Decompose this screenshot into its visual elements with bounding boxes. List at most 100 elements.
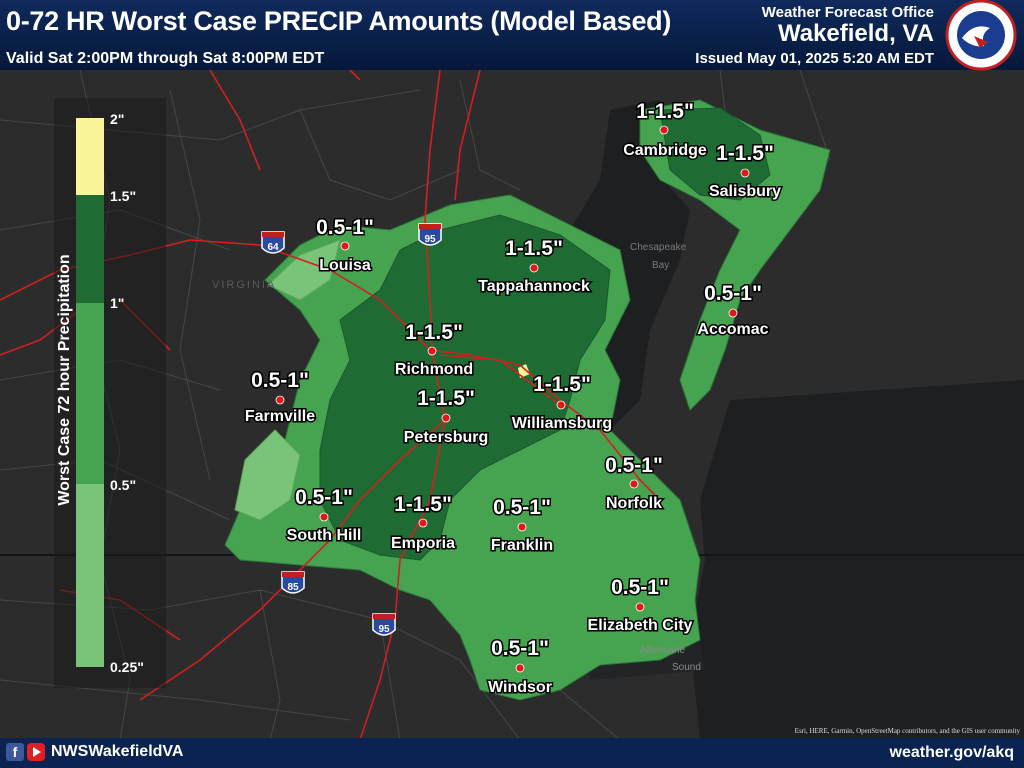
legend-tick: 2" — [110, 111, 124, 127]
city-dot — [319, 512, 329, 522]
city-salisbury: 1-1.5" Salisbury — [707, 141, 782, 202]
svg-text:95: 95 — [378, 624, 390, 635]
issued-time: Issued May 01, 2025 5:20 AM EDT — [695, 50, 934, 67]
city-richmond: 1-1.5" Richmond — [393, 320, 474, 380]
precip-amount-label: 0.5-1" — [316, 216, 374, 239]
wfo-label: Weather Forecast Office — [761, 4, 934, 21]
city-name-label: Elizabeth City — [588, 617, 693, 634]
legend-swatch-0.25-0.5 — [76, 484, 104, 667]
city-louisa: 0.5-1" Louisa — [315, 215, 376, 276]
precip-amount-label: 0.5-1" — [295, 486, 353, 509]
city-dot — [515, 663, 525, 673]
city-name-label: Petersburg — [404, 429, 488, 446]
city-name-label: Emporia — [391, 535, 455, 552]
interstate-shield-95: 95 — [418, 223, 442, 246]
city-emporia: 1-1.5" Emporia — [389, 492, 456, 554]
city-name-label: Richmond — [395, 361, 473, 378]
city-farmville: 0.5-1" Farmville — [243, 368, 316, 427]
city-williamsburg: 1-1.5" Williamsburg — [510, 372, 613, 434]
interstate-shield-64: 64 — [261, 231, 285, 254]
footer-bar: f NWSWakefieldVA weather.gov/akq — [0, 738, 1024, 768]
legend-swatch-1.5-2 — [76, 118, 104, 195]
precip-amount-label: 0.5-1" — [251, 369, 309, 392]
legend-tick: 1" — [110, 295, 124, 311]
city-franklin: 0.5-1" Franklin — [489, 495, 554, 556]
city-tappahannock: 1-1.5" Tappahannock — [477, 236, 592, 297]
city-accomac: 0.5-1" Accomac — [696, 281, 770, 340]
map-attribution: Esri, HERE, Garmin, OpenStreetMap contri… — [794, 727, 1020, 735]
city-dot — [629, 479, 639, 489]
precip-amount-label: 0.5-1" — [493, 496, 551, 519]
svg-text:95: 95 — [424, 234, 436, 245]
city-name-label: Accomac — [697, 321, 768, 338]
facebook-icon[interactable]: f — [6, 743, 24, 761]
interstate-shield-95: 95 — [372, 613, 396, 636]
precip-amount-label: 0.5-1" — [491, 637, 549, 660]
legend-swatch-1-1.5 — [76, 195, 104, 303]
city-name-label: Windsor — [488, 679, 552, 696]
legend-swatch-0.5-1 — [76, 303, 104, 484]
atlantic-ocean — [690, 380, 1024, 740]
city-south-hill: 0.5-1" South Hill — [285, 485, 363, 546]
city-dot — [340, 241, 350, 251]
city-windsor: 0.5-1" Windsor — [487, 636, 554, 698]
legend-tick: 0.25" — [110, 659, 144, 675]
legend: 2" 1.5" 1" 0.5" 0.25" Worst Case 72 hour… — [54, 98, 166, 688]
city-name-label: Cambridge — [623, 142, 707, 159]
city-dot — [441, 413, 451, 423]
nws-logo — [945, 0, 1017, 71]
city-name-label: Williamsburg — [512, 415, 612, 432]
precip-amount-label: 0.5-1" — [704, 282, 762, 305]
office-name: Wakefield, VA — [777, 20, 934, 47]
precip-amount-label: 1-1.5" — [716, 142, 774, 165]
city-dot — [556, 400, 566, 410]
water-label: Albemarle — [640, 645, 685, 656]
city-petersburg: 1-1.5" Petersburg — [402, 386, 489, 448]
precip-area-1-1.5-east — [659, 107, 771, 201]
precip-amount-label: 1-1.5" — [405, 321, 463, 344]
social-handle: NWSWakefieldVA — [51, 743, 184, 760]
social-links[interactable]: f NWSWakefieldVA — [6, 743, 183, 761]
city-dot — [418, 518, 428, 528]
city-elizabeth-city: 0.5-1" Elizabeth City — [586, 575, 694, 636]
city-dot — [740, 168, 750, 178]
city-name-label: Franklin — [491, 537, 553, 554]
water-label: Sound — [672, 662, 701, 673]
precip-amount-label: 1-1.5" — [394, 493, 452, 516]
interstate-shield-85: 85 — [281, 571, 305, 594]
header-bar: 0-72 HR Worst Case PRECIP Amounts (Model… — [0, 0, 1024, 71]
precip-amount-label: 1-1.5" — [636, 100, 694, 123]
city-layer: 1-1.5" Cambridge 1-1.5" Salisbury 0.5-1" Loui… — [243, 99, 782, 698]
precip-amount-label: 0.5-1" — [605, 454, 663, 477]
precip-amount-label: 1-1.5" — [505, 237, 563, 260]
legend-tick: 0.5" — [110, 477, 136, 493]
city-dot — [728, 308, 738, 318]
city-name-label: Norfolk — [606, 495, 662, 512]
state-label: VIRGINIA — [212, 279, 276, 291]
water-label: Bay — [652, 260, 669, 271]
precip-area-1-1.5 — [319, 214, 611, 561]
legend-tick: 1.5" — [110, 188, 136, 204]
website-link[interactable]: weather.gov/akq — [889, 744, 1015, 761]
city-cambridge: 1-1.5" Cambridge — [622, 99, 709, 161]
city-dot — [275, 395, 285, 405]
city-dot — [529, 263, 539, 273]
legend-panel — [54, 98, 166, 688]
water-label: Chesapeake — [630, 242, 687, 253]
city-name-label: Louisa — [319, 257, 371, 274]
precip-amount-label: 1-1.5" — [417, 387, 475, 410]
city-name-label: Farmville — [245, 408, 315, 425]
precip-area-1.5-2 — [518, 364, 530, 378]
precip-amount-label: 1-1.5" — [533, 373, 591, 396]
city-dot — [659, 125, 669, 135]
city-name-label: Tappahannock — [478, 278, 590, 295]
valid-time: Valid Sat 2:00PM through Sat 8:00PM EDT — [6, 50, 325, 67]
svg-text:85: 85 — [287, 582, 299, 593]
city-name-label: South Hill — [287, 527, 362, 544]
youtube-icon[interactable] — [27, 743, 45, 761]
precip-area-0.25-0.5 — [267, 239, 341, 301]
svg-text:64: 64 — [267, 242, 279, 253]
city-dot — [635, 602, 645, 612]
